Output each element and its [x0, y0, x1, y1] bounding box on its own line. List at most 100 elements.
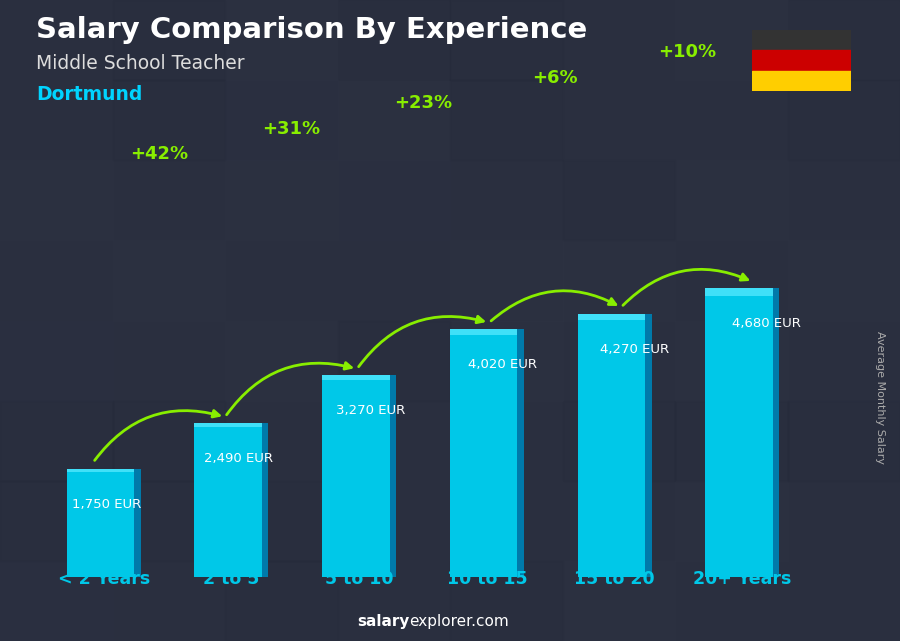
Bar [322, 376, 390, 380]
Bar [338, 240, 450, 320]
Text: Dortmund: Dortmund [36, 85, 142, 104]
Bar [450, 160, 562, 240]
Bar [0, 0, 112, 80]
Bar [0, 80, 112, 160]
Bar [194, 424, 262, 428]
Bar [112, 561, 225, 641]
Bar [338, 0, 450, 80]
Bar [338, 160, 450, 240]
Bar [112, 80, 225, 160]
Text: 1,750 EUR: 1,750 EUR [72, 498, 140, 511]
Bar [752, 51, 850, 71]
Text: 2,490 EUR: 2,490 EUR [203, 453, 273, 465]
Bar [788, 481, 900, 561]
Text: Salary Comparison By Experience: Salary Comparison By Experience [36, 16, 587, 44]
Text: 5 to 10: 5 to 10 [325, 570, 393, 588]
Bar [112, 240, 225, 320]
Bar [788, 561, 900, 641]
Bar [788, 240, 900, 320]
Bar [562, 160, 675, 240]
Bar [338, 561, 450, 641]
Bar [134, 469, 140, 577]
Bar [0, 481, 112, 561]
Bar [752, 71, 850, 91]
Bar [450, 561, 562, 641]
Bar [562, 320, 675, 401]
Bar [562, 481, 675, 561]
Text: salary: salary [357, 615, 410, 629]
Bar [322, 376, 390, 577]
Bar [578, 313, 645, 577]
Bar [262, 424, 268, 577]
Text: 3,270 EUR: 3,270 EUR [336, 404, 405, 417]
Text: +31%: +31% [262, 120, 320, 138]
Text: 4,680 EUR: 4,680 EUR [732, 317, 801, 330]
Bar [67, 469, 134, 577]
Bar [773, 288, 779, 577]
Bar [450, 329, 518, 577]
Bar [338, 401, 450, 481]
Bar [788, 401, 900, 481]
Bar [225, 80, 338, 160]
Bar [645, 313, 652, 577]
Bar [788, 320, 900, 401]
Text: 10 to 15: 10 to 15 [446, 570, 527, 588]
Bar [578, 313, 645, 320]
Bar [225, 160, 338, 240]
Bar [675, 0, 788, 80]
Bar [225, 481, 338, 561]
Bar [675, 320, 788, 401]
Bar [675, 240, 788, 320]
Bar [450, 240, 562, 320]
Text: 2 to 5: 2 to 5 [203, 570, 259, 588]
Bar [675, 481, 788, 561]
Bar [450, 0, 562, 80]
Bar [450, 481, 562, 561]
Text: 4,020 EUR: 4,020 EUR [468, 358, 536, 371]
Bar [112, 160, 225, 240]
Bar [0, 401, 112, 481]
Bar [194, 424, 262, 577]
Bar [752, 30, 850, 51]
Bar [518, 329, 524, 577]
Bar [562, 401, 675, 481]
Text: +10%: +10% [658, 43, 716, 61]
Bar [112, 481, 225, 561]
Bar [788, 80, 900, 160]
Bar [675, 160, 788, 240]
Bar [675, 401, 788, 481]
Bar [225, 0, 338, 80]
Text: +6%: +6% [532, 69, 578, 87]
Bar [562, 240, 675, 320]
Bar [450, 80, 562, 160]
Text: 4,270 EUR: 4,270 EUR [599, 342, 669, 356]
Text: Middle School Teacher: Middle School Teacher [36, 54, 245, 74]
Bar [450, 401, 562, 481]
Bar [706, 288, 773, 577]
Text: +42%: +42% [130, 146, 188, 163]
Bar [450, 329, 518, 335]
Bar [562, 0, 675, 80]
Bar [338, 80, 450, 160]
Bar [112, 0, 225, 80]
Text: 20+ Years: 20+ Years [693, 570, 791, 588]
Text: explorer.com: explorer.com [410, 615, 509, 629]
Bar [706, 288, 773, 296]
Bar [338, 481, 450, 561]
Text: 15 to 20: 15 to 20 [574, 570, 655, 588]
Bar [67, 469, 134, 472]
Bar [675, 561, 788, 641]
Bar [0, 320, 112, 401]
Bar [225, 401, 338, 481]
Bar [112, 401, 225, 481]
Bar [112, 320, 225, 401]
Text: Average Monthly Salary: Average Monthly Salary [875, 331, 886, 464]
Bar [0, 240, 112, 320]
Bar [225, 320, 338, 401]
Bar [675, 80, 788, 160]
Bar [0, 160, 112, 240]
Bar [0, 561, 112, 641]
Bar [390, 376, 396, 577]
Bar [225, 561, 338, 641]
Bar [338, 320, 450, 401]
